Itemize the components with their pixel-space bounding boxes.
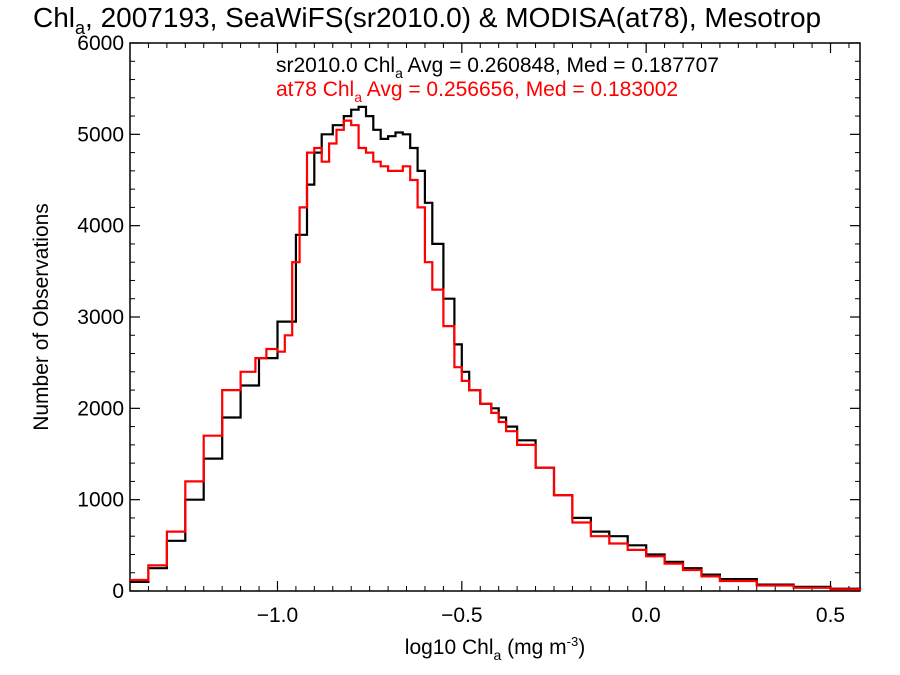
y-tick-label: 6000	[77, 32, 124, 55]
series-sr2010-line	[130, 105, 862, 591]
y-axis-label: Number of Observations	[30, 203, 53, 431]
y-tick-label: 3000	[77, 306, 124, 329]
x-tick-label: −0.5	[441, 604, 482, 627]
series-group	[130, 105, 862, 591]
x-axis-ticks: −1.0 −0.5 0.0 0.5	[129, 43, 850, 627]
y-tick-label: 0	[112, 580, 124, 603]
y-tick-label: 5000	[77, 123, 124, 146]
y-tick-label: 4000	[77, 215, 124, 238]
x-tick-label: −1.0	[257, 604, 298, 627]
y-axis-ticks: 0 1000 2000 3000 4000 5000 6000	[77, 32, 860, 603]
legend-entry-sr2010: sr2010.0 Chla Avg = 0.260848, Med = 0.18…	[276, 54, 719, 81]
legend-entry-at78: at78 Chla Avg = 0.256656, Med = 0.183002	[276, 78, 678, 105]
y-tick-label: 2000	[77, 397, 124, 420]
x-tick-label: 0.5	[816, 604, 845, 627]
x-axis-label: log10 Chla (mg m-3)	[405, 634, 585, 663]
chart-title: Chla, 2007193, SeaWiFS(sr2010.0) & MODIS…	[33, 2, 821, 38]
plot-frame	[129, 42, 861, 592]
y-tick-label: 1000	[77, 489, 124, 512]
series-at78-line	[130, 119, 862, 591]
x-tick-label: 0.0	[632, 604, 661, 627]
